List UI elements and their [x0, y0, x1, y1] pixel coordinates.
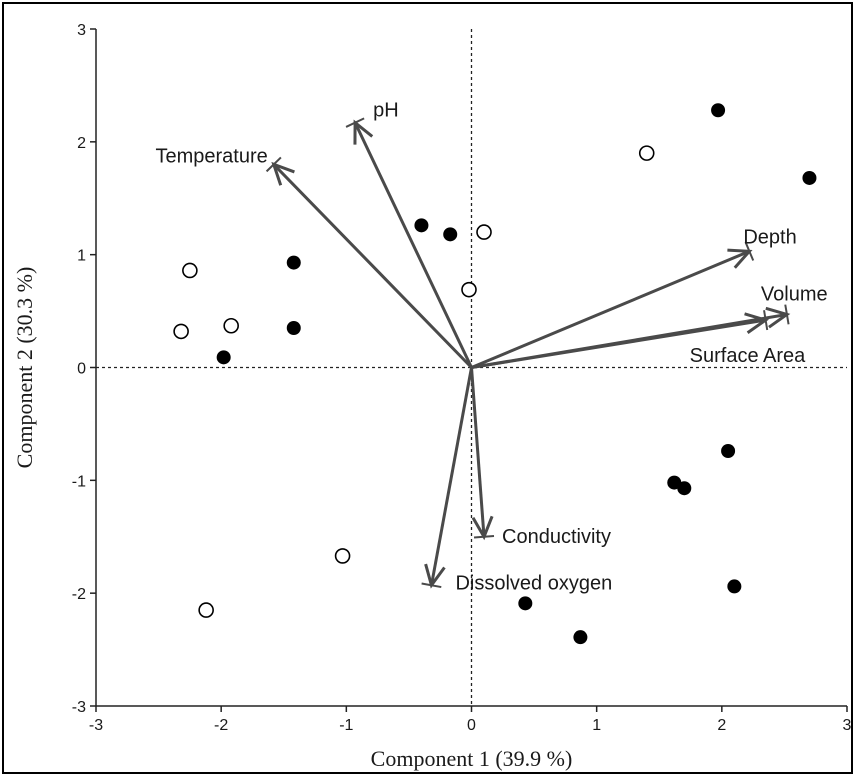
- vector-temperature: [272, 163, 473, 369]
- tip-temperature: [265, 156, 282, 173]
- filled-point: [414, 218, 429, 233]
- x-axis-title: Component 1 (39.9 %): [371, 746, 573, 771]
- open-point: [476, 224, 492, 240]
- y-tick-label: 3: [77, 22, 86, 39]
- vector-label-depth: Depth: [743, 226, 796, 248]
- filled-point: [721, 443, 736, 458]
- loading-vectors: [265, 117, 791, 589]
- vector-label-ph: pH: [373, 100, 399, 122]
- open-point: [182, 262, 198, 279]
- vector-surface-area: [471, 318, 766, 369]
- vector-label-conductivity: Conductivity: [502, 526, 611, 548]
- filled-point: [573, 630, 588, 645]
- y-tick-label: -2: [72, 586, 86, 603]
- filled-point: [518, 596, 533, 611]
- open-point: [223, 317, 239, 334]
- x-tick-label: -1: [339, 717, 353, 734]
- filled-point: [711, 103, 726, 118]
- filled-point: [216, 350, 231, 365]
- vector-label-volume: Volume: [761, 283, 828, 305]
- filled-point: [443, 227, 458, 242]
- score-points: [173, 103, 817, 645]
- vector-dissolved-oxygen: [429, 367, 473, 586]
- filled-point: [727, 579, 742, 594]
- x-tick-label: 0: [467, 717, 476, 734]
- vector-label-temperature: Temperature: [155, 145, 267, 167]
- y-tick-label: -1: [72, 473, 86, 490]
- vector-label-dissolved-oxygen: Dissolved oxygen: [455, 572, 612, 594]
- filled-point: [286, 321, 301, 336]
- filled-point: [677, 481, 692, 496]
- open-point: [638, 145, 655, 161]
- filled-point: [802, 170, 817, 185]
- vector-ph: [353, 122, 473, 369]
- x-tick-label: 2: [717, 717, 726, 734]
- y-tick-label: 0: [77, 361, 86, 378]
- y-tick-label: 1: [77, 248, 86, 265]
- vector-depth: [470, 249, 750, 369]
- open-point: [173, 323, 189, 340]
- y-tick-label: -3: [72, 699, 86, 716]
- tip-volume: [784, 304, 790, 325]
- tip-depth: [744, 241, 755, 261]
- open-point: [461, 281, 477, 298]
- labels: Temperature pH Depth Volume Surface Area Cond…: [155, 100, 827, 595]
- y-tick-label: 2: [77, 135, 86, 152]
- filled-point: [286, 255, 301, 270]
- vector-label-surface-area: Surface Area: [690, 345, 807, 367]
- y-axis-title: Component 2 (30.3 %): [12, 267, 37, 469]
- x-tick-label: -2: [214, 717, 228, 734]
- biplot-svg: -3 -2 -1 0 1 2 3 -3 -2 -1 0 1 2 3 Temperature pH Depth V…: [12, 22, 852, 771]
- tip-dissolved-oxygen: [421, 582, 442, 589]
- vector-conductivity: [470, 367, 486, 537]
- open-point: [198, 602, 214, 618]
- x-tick-label: -3: [89, 717, 103, 734]
- x-tick-label: 3: [843, 717, 852, 734]
- tip-ph: [345, 117, 365, 128]
- tip-surface-area: [763, 310, 769, 331]
- tip-conductivity: [473, 535, 495, 539]
- open-point: [334, 548, 351, 564]
- x-tick-label: 1: [592, 717, 601, 734]
- axes: -3 -2 -1 0 1 2 3 -3 -2 -1 0 1 2 3: [72, 22, 852, 734]
